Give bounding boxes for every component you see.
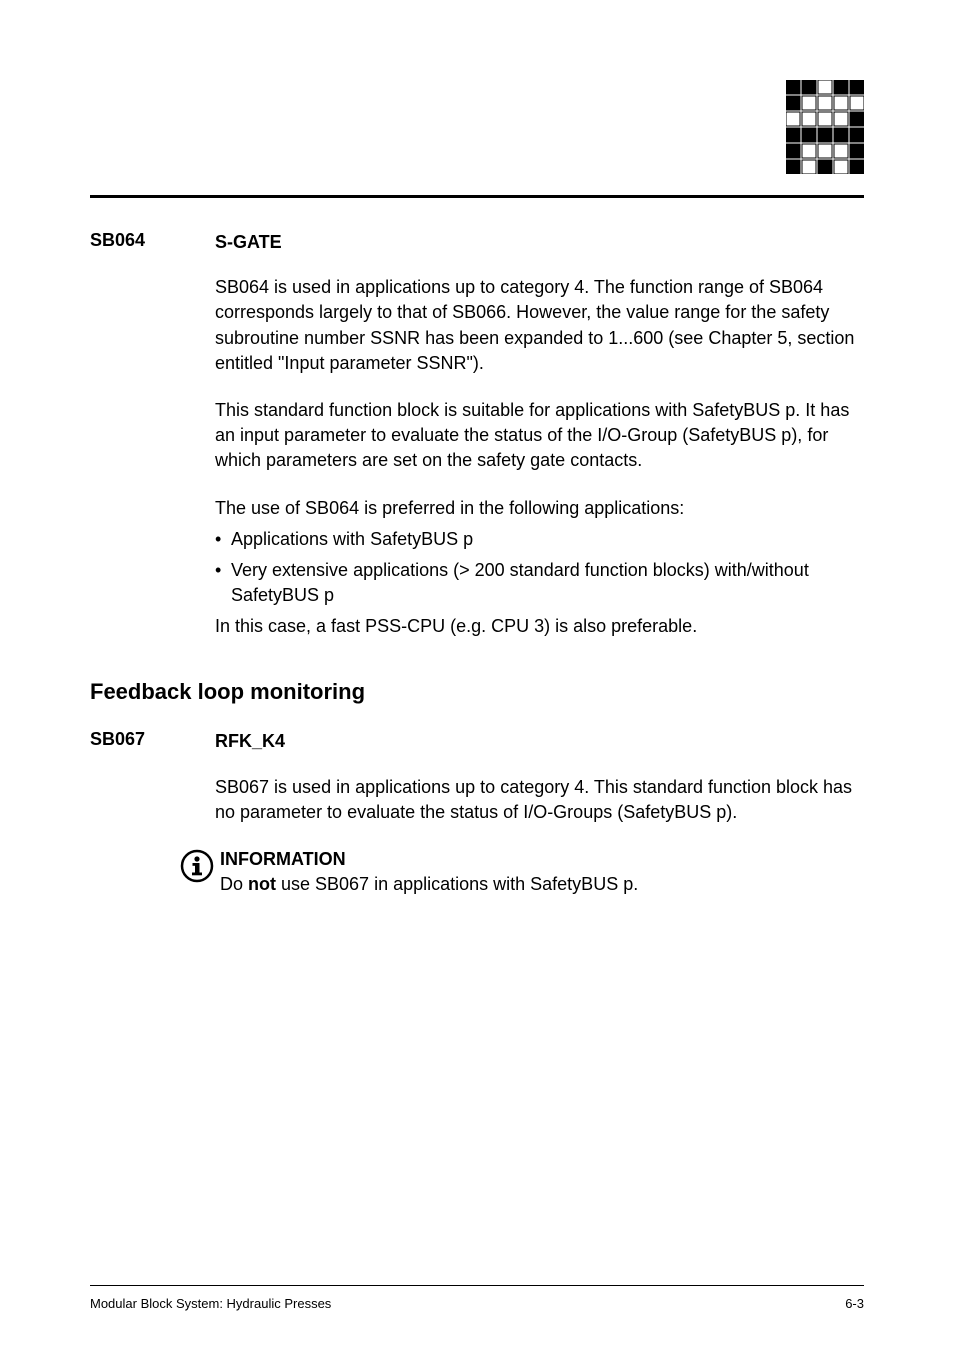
logo	[786, 80, 864, 179]
sb067-code: SB067	[90, 729, 215, 754]
sb067-name: RFK_K4	[215, 729, 864, 754]
info-heading: INFORMATION	[220, 847, 638, 872]
footer-right: 6-3	[845, 1296, 864, 1311]
sb064-para4: In this case, a fast PSS-CPU (e.g. CPU 3…	[215, 614, 864, 639]
sb064-name: S-GATE	[215, 230, 864, 255]
sb064-bullets: Applications with SafetyBUS p Very exten…	[215, 527, 864, 609]
footer-left: Modular Block System: Hydraulic Presses	[90, 1296, 331, 1311]
footer: Modular Block System: Hydraulic Presses …	[90, 1285, 864, 1311]
sb064-code: SB064	[90, 230, 215, 255]
list-item: Applications with SafetyBUS p	[215, 527, 864, 552]
sb067-para1: SB067 is used in applications up to cate…	[215, 775, 864, 825]
info-text: INFORMATION Do not use SB067 in applicat…	[220, 847, 638, 897]
header-rule	[90, 195, 864, 198]
list-item: Very extensive applications (> 200 stand…	[215, 558, 864, 608]
info-icon	[180, 849, 214, 883]
info-body: Do not use SB067 in applications with Sa…	[220, 872, 638, 897]
sb064-para3: The use of SB064 is preferred in the fol…	[215, 496, 864, 521]
sb064-para1: SB064 is used in applications up to cate…	[215, 275, 864, 376]
section-heading: Feedback loop monitoring	[90, 679, 864, 705]
sb064-para2: This standard function block is suitable…	[215, 398, 864, 474]
